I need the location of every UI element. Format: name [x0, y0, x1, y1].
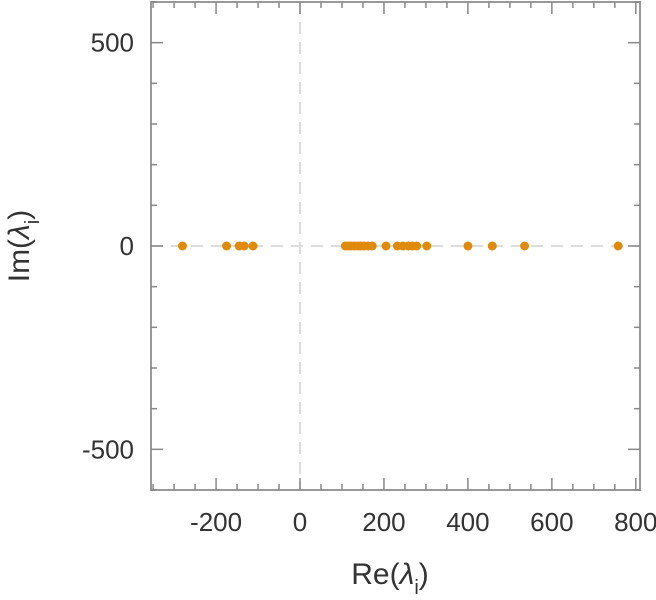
- data-point: [422, 241, 432, 251]
- axis-ticks: [151, 1, 640, 491]
- data-point: [177, 241, 187, 251]
- x-tick-label: 200: [362, 507, 405, 537]
- y-tick-label: 500: [91, 28, 134, 58]
- tick-labels: -200 0 200 400 600 800 -500 0 500: [82, 28, 656, 537]
- y-axis-label-close: ): [3, 210, 36, 220]
- data-point: [520, 241, 530, 251]
- x-axis-label-subscript: i: [414, 577, 418, 599]
- data-point: [222, 241, 232, 251]
- data-point: [412, 241, 422, 251]
- data-point: [248, 241, 258, 251]
- x-axis-label-close: ): [419, 558, 429, 591]
- data-point: [381, 241, 391, 251]
- x-axis-label: Re(λi): [351, 558, 429, 599]
- data-point: [463, 241, 473, 251]
- y-axis-label-subscript: i: [22, 220, 44, 224]
- y-axis-label-main: Im(: [3, 239, 36, 282]
- x-tick-label: 400: [446, 507, 489, 537]
- x-tick-label: 0: [293, 507, 307, 537]
- data-point: [487, 241, 497, 251]
- x-tick-label: -200: [190, 507, 242, 537]
- x-tick-label: 600: [530, 507, 573, 537]
- y-axis-label: Im(λi): [3, 210, 44, 283]
- data-point: [613, 241, 623, 251]
- data-point: [239, 241, 249, 251]
- x-tick-label: 800: [614, 507, 656, 537]
- data-point: [367, 241, 377, 251]
- y-tick-label: 0: [120, 231, 134, 261]
- x-axis-label-main: Re(: [351, 558, 399, 591]
- x-axis-label-symbol: λ: [398, 558, 415, 591]
- y-tick-label: -500: [82, 434, 134, 464]
- y-axis-label-symbol: λ: [3, 224, 36, 241]
- data-points: [177, 241, 623, 251]
